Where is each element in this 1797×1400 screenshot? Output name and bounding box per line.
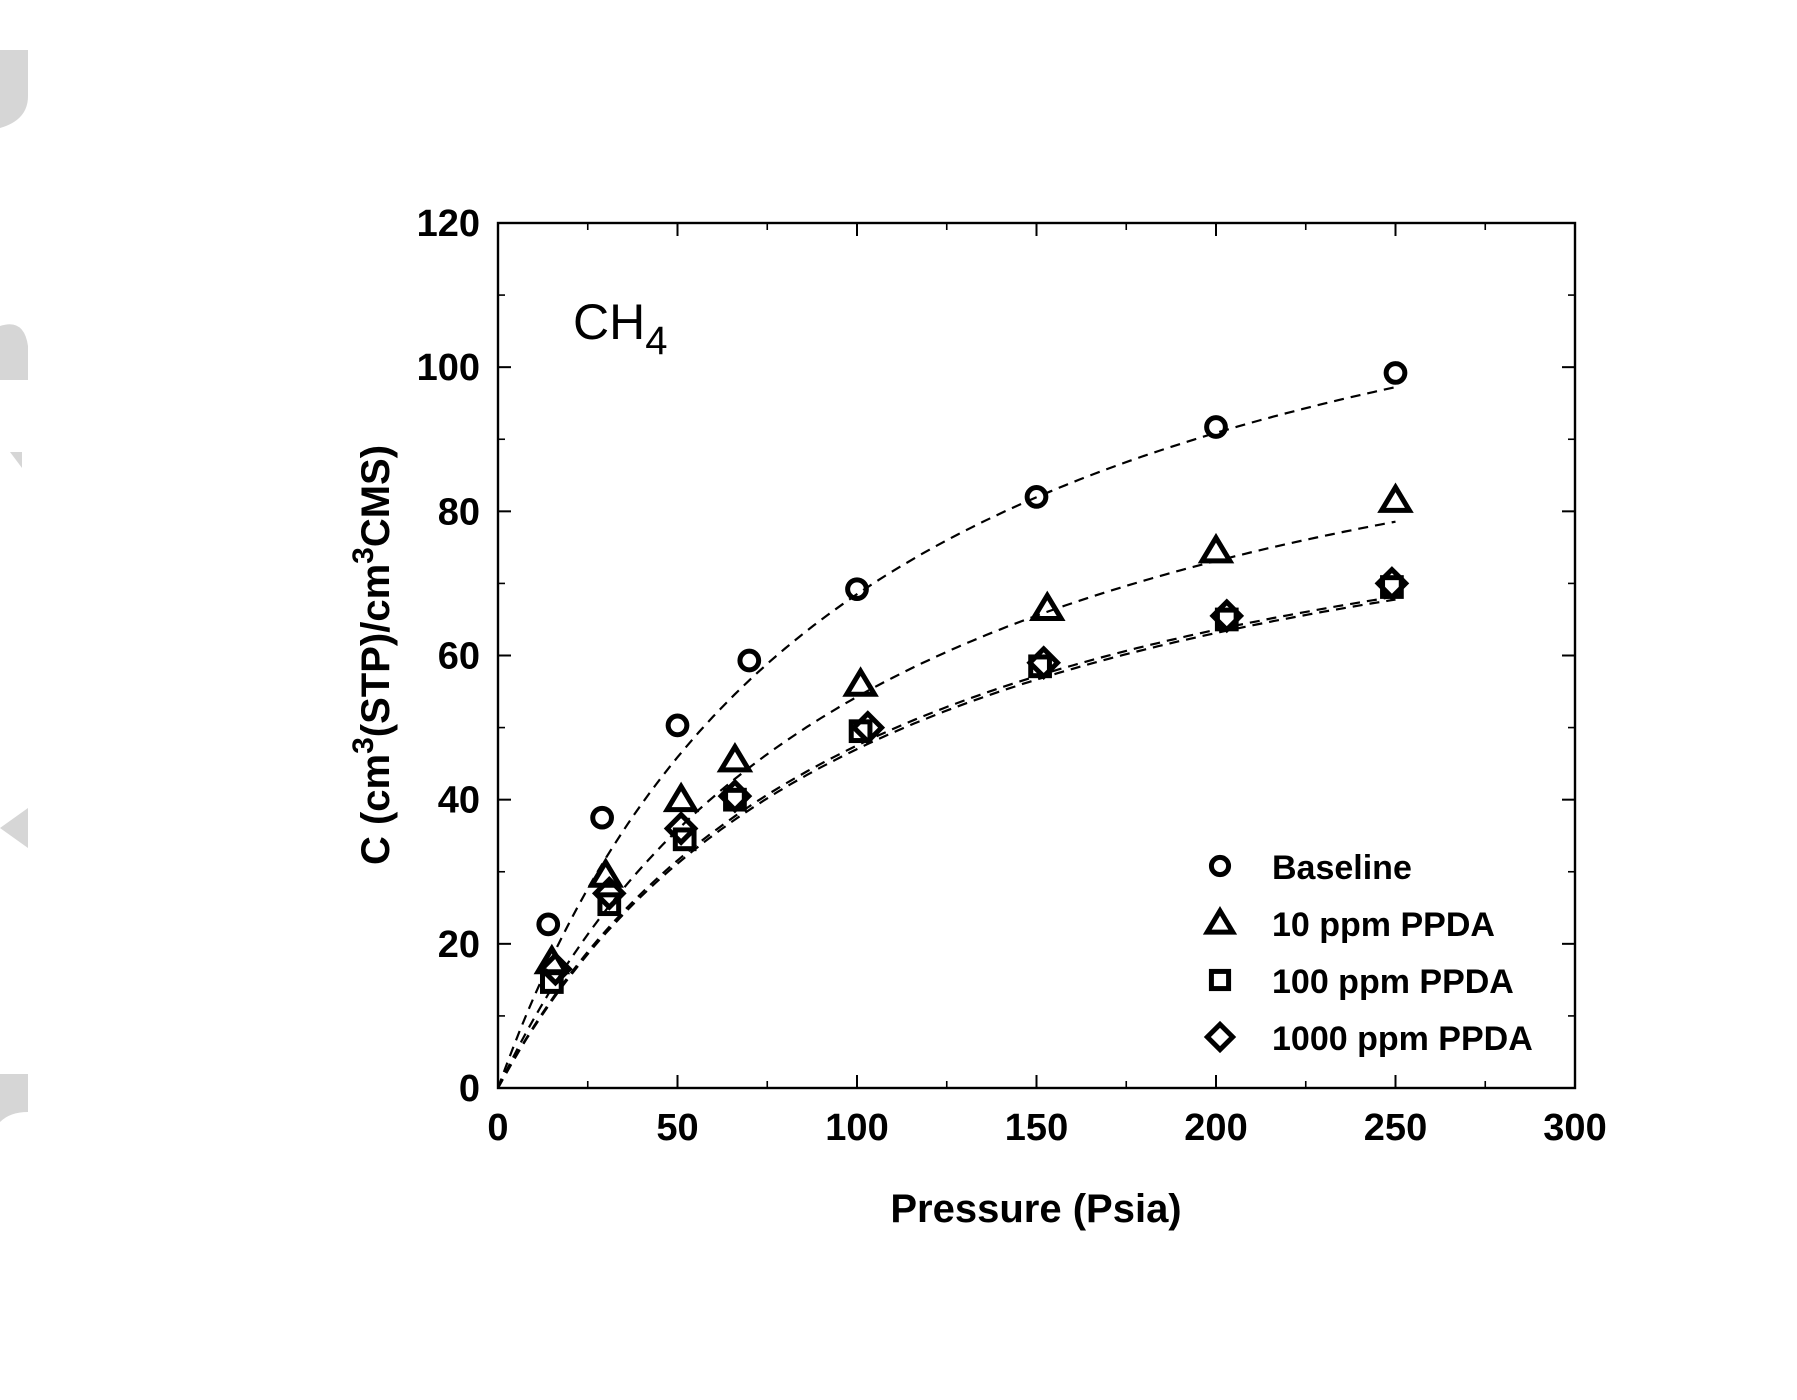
x-tick-label: 0 xyxy=(487,1107,508,1149)
data-point xyxy=(539,970,564,994)
data-point xyxy=(1028,590,1066,622)
y-tick-label: 0 xyxy=(459,1068,480,1110)
legend-marker xyxy=(1203,1020,1237,1054)
y-axis-label: C (cm3(STP)/cm3CMS) xyxy=(347,445,399,865)
x-tick-label: 200 xyxy=(1184,1107,1247,1149)
data-point xyxy=(717,778,753,814)
legend-marker xyxy=(1202,906,1238,935)
data-point xyxy=(538,951,573,987)
data-point xyxy=(1026,645,1062,681)
data-point xyxy=(1204,415,1228,439)
legend-item: 1000 ppm PPDA xyxy=(1203,1020,1533,1058)
legend-label: Baseline xyxy=(1272,849,1412,887)
y-tick-label: 60 xyxy=(438,636,480,678)
data-point xyxy=(536,912,561,937)
legend-marker xyxy=(1208,968,1232,992)
fit-curve xyxy=(496,386,1396,1089)
data-markers xyxy=(533,361,1414,994)
x-tick-label: 300 xyxy=(1543,1107,1606,1149)
x-tick-label: 100 xyxy=(825,1107,888,1149)
data-point xyxy=(665,713,690,738)
x-axis-label: Pressure (Psia) xyxy=(890,1187,1181,1231)
data-point xyxy=(1197,532,1235,564)
x-tick-label: 250 xyxy=(1364,1107,1427,1149)
data-point xyxy=(1377,482,1414,513)
chart-area: 0 50 100 150 200 250 300 0 20 40 60 80 100 120 CH4 Pr… xyxy=(347,203,1607,1231)
data-point xyxy=(737,648,762,673)
data-point xyxy=(662,781,700,813)
y-tick-label: 100 xyxy=(417,347,480,389)
data-point xyxy=(590,805,614,830)
legend-label: 100 ppm PPDA xyxy=(1272,963,1514,1001)
data-point xyxy=(1383,361,1408,385)
fit-curve xyxy=(497,520,1396,1089)
legend-item: 100 ppm PPDA xyxy=(1208,963,1514,1001)
data-point xyxy=(1024,485,1049,509)
data-point xyxy=(842,666,879,697)
data-point xyxy=(663,811,699,846)
legend-item: 10 ppm PPDA xyxy=(1202,906,1495,944)
page-edge-marks xyxy=(0,50,28,1122)
data-point xyxy=(850,710,886,745)
fit-curve xyxy=(497,595,1396,1089)
x-tick-label: 50 xyxy=(656,1107,698,1149)
data-point xyxy=(591,876,627,911)
fit-curves xyxy=(496,386,1396,1089)
data-point xyxy=(716,741,754,773)
axis-ticks: 0 50 100 150 200 250 300 0 20 40 60 80 100 120 xyxy=(417,203,1607,1149)
gas-annotation: CH4 xyxy=(573,294,667,363)
fit-curve xyxy=(497,598,1396,1089)
legend-marker xyxy=(1208,854,1232,878)
data-point xyxy=(845,577,869,602)
x-tick-label: 150 xyxy=(1005,1107,1068,1149)
data-point xyxy=(1374,566,1410,601)
y-tick-label: 40 xyxy=(438,780,480,822)
legend: Baseline 10 ppm PPDA 100 ppm PPDA 1000 ppm … xyxy=(1202,849,1533,1058)
data-point xyxy=(1209,598,1245,634)
legend-item: Baseline xyxy=(1208,849,1412,887)
y-tick-label: 120 xyxy=(417,203,480,245)
y-tick-label: 20 xyxy=(438,924,480,966)
y-tick-label: 80 xyxy=(438,491,480,533)
legend-label: 10 ppm PPDA xyxy=(1272,906,1495,944)
data-point xyxy=(597,892,622,917)
legend-label: 1000 ppm PPDA xyxy=(1272,1020,1533,1058)
